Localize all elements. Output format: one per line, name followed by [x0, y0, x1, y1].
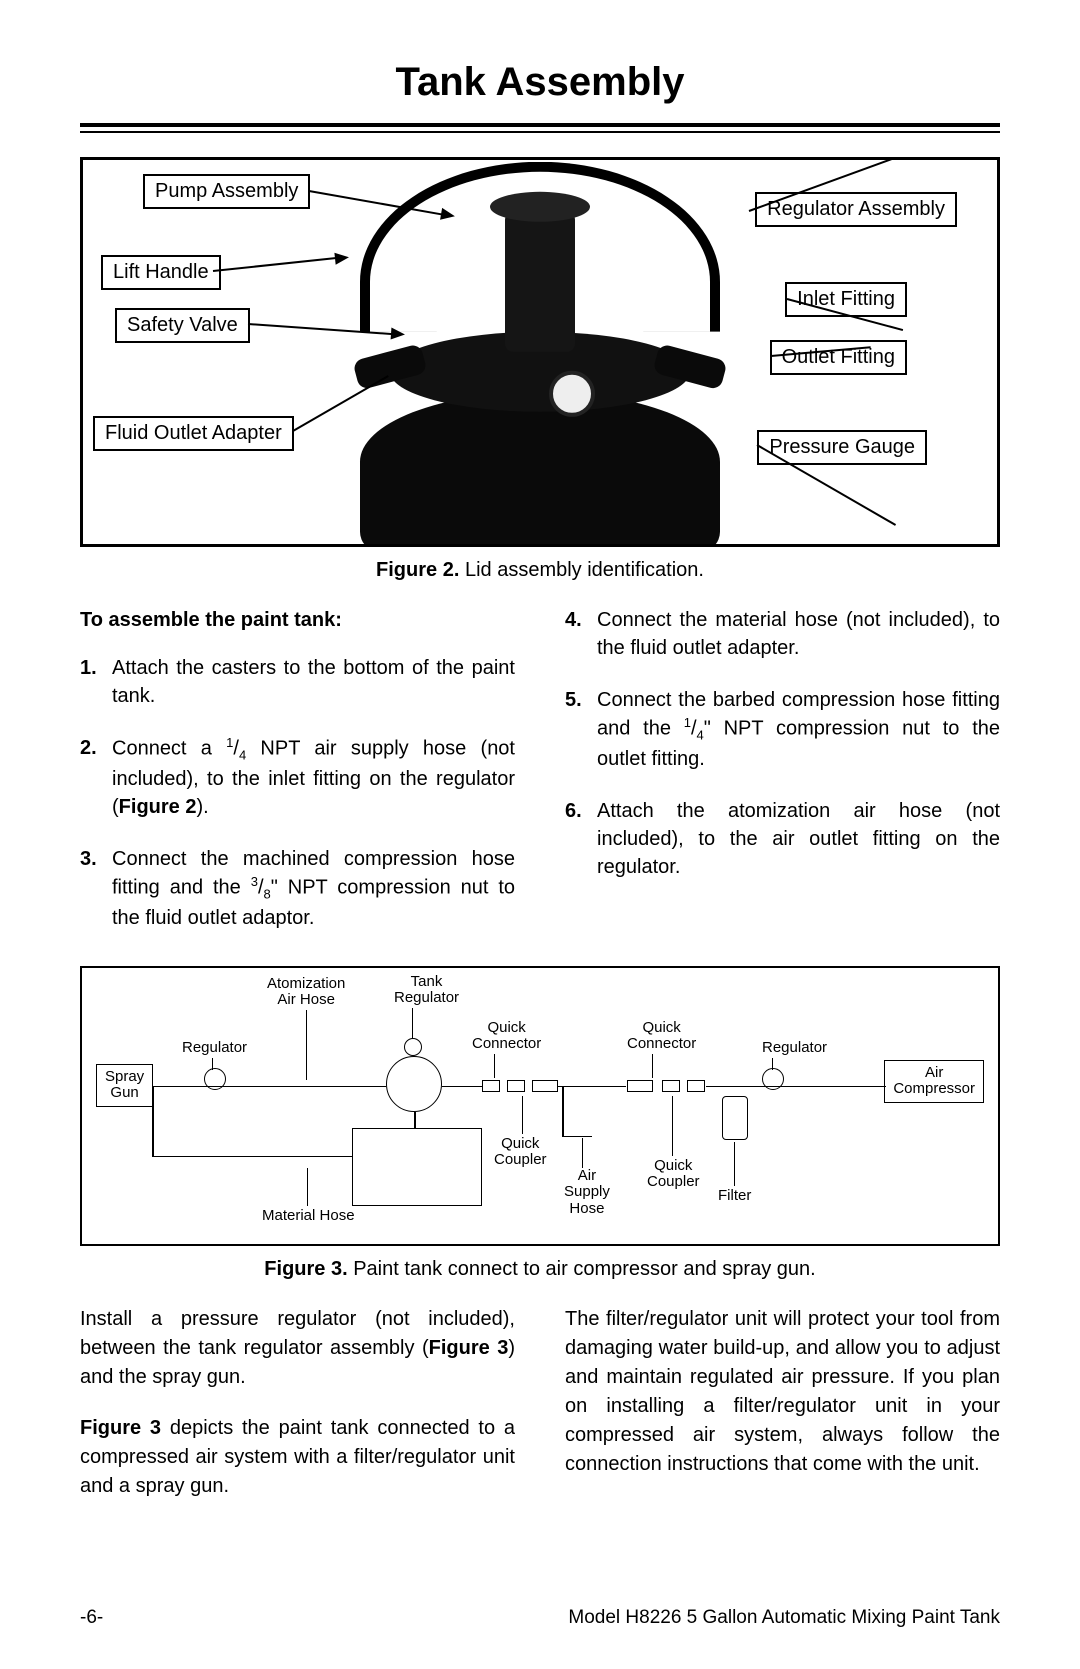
callout-lift-handle: Lift Handle: [101, 255, 221, 290]
f3-quick-coupler-r: QuickCoupler: [647, 1158, 700, 1191]
f3-atomization-air-hose: AtomizationAir Hose: [267, 976, 345, 1009]
tank-illustration: [320, 182, 760, 547]
f3-quick-connector-l: QuickConnector: [472, 1020, 541, 1053]
body-p3: The filter/regulator unit will protect y…: [565, 1305, 1000, 1479]
step-1: 1.Attach the casters to the bottom of th…: [80, 654, 515, 710]
f3-gauge-small: [404, 1038, 422, 1056]
f3-regulator-r: Regulator: [762, 1040, 827, 1057]
figure-2-box: Pump Assembly Lift Handle Safety Valve F…: [80, 157, 1000, 547]
figure-3-caption: Figure 3. Paint tank connect to air comp…: [80, 1258, 1000, 1281]
body-p2: Figure 3 depicts the paint tank connecte…: [80, 1414, 515, 1501]
step-2-text: Connect a 1/4 NPT air supply hose (not i…: [112, 734, 515, 821]
step-6: 6.Attach the atomization air hose (not i…: [565, 797, 1000, 881]
f3-spray-gun: SprayGun: [96, 1064, 153, 1107]
callout-pump-assembly: Pump Assembly: [143, 174, 310, 209]
callout-inlet-fitting: Inlet Fitting: [785, 282, 907, 317]
step-5: 5.Connect the barbed compression hose fi…: [565, 686, 1000, 773]
figure-3-box: AtomizationAir Hose TankRegulator Regula…: [80, 966, 1000, 1246]
callout-fluid-outlet-adapter: Fluid Outlet Adapter: [93, 416, 294, 451]
step-6-text: Attach the atomization air hose (not inc…: [597, 797, 1000, 881]
footer: -6- Model H8226 5 Gallon Automatic Mixin…: [80, 1607, 1000, 1629]
step-5-text: Connect the barbed compression hose fitt…: [597, 686, 1000, 773]
figure-2-caption: Figure 2. Lid assembly identification.: [80, 559, 1000, 582]
model-line: Model H8226 5 Gallon Automatic Mixing Pa…: [568, 1607, 1000, 1629]
f3-quick-connector-r: QuickConnector: [627, 1020, 696, 1053]
step-3-text: Connect the machined compression hose fi…: [112, 845, 515, 932]
f3-tank-body: [352, 1128, 482, 1206]
rule-thick: [80, 123, 1000, 127]
body-p1: Install a pressure regulator (not includ…: [80, 1305, 515, 1392]
f3-tank-regulator: TankRegulator: [394, 974, 459, 1007]
f3-regulator-l: Regulator: [182, 1040, 247, 1057]
step-1-text: Attach the casters to the bottom of the …: [112, 654, 515, 710]
step-2: 2.Connect a 1/4 NPT air supply hose (not…: [80, 734, 515, 821]
f3-filter: Filter: [718, 1188, 751, 1205]
callout-safety-valve: Safety Valve: [115, 308, 250, 343]
f3-air-compressor: AirCompressor: [884, 1060, 984, 1103]
step-4-text: Connect the material hose (not included)…: [597, 606, 1000, 662]
figure-3-caption-text: Paint tank connect to air compressor and…: [348, 1258, 816, 1280]
rule-thin: [80, 131, 1000, 133]
f3-quick-coupler-l: QuickCoupler: [494, 1136, 547, 1169]
step-3: 3.Connect the machined compression hose …: [80, 845, 515, 932]
body-columns: Install a pressure regulator (not includ…: [80, 1305, 1000, 1523]
page-number: -6-: [80, 1607, 103, 1629]
figure-2-caption-text: Lid assembly identification.: [459, 559, 704, 581]
figure-2-caption-bold: Figure 2.: [376, 559, 459, 581]
f3-material-hose: Material Hose: [262, 1208, 355, 1225]
f3-air-supply-hose: AirSupplyHose: [564, 1168, 610, 1218]
f3-tank-circle: [386, 1056, 442, 1112]
figure-3-caption-bold: Figure 3.: [264, 1258, 347, 1280]
step-4: 4.Connect the material hose (not include…: [565, 606, 1000, 662]
instructions-columns: To assemble the paint tank: 1.Attach the…: [80, 606, 1000, 956]
page-title: Tank Assembly: [80, 60, 1000, 105]
instructions-leadin: To assemble the paint tank:: [80, 606, 515, 634]
callout-outlet-fitting: Outlet Fitting: [770, 340, 907, 375]
